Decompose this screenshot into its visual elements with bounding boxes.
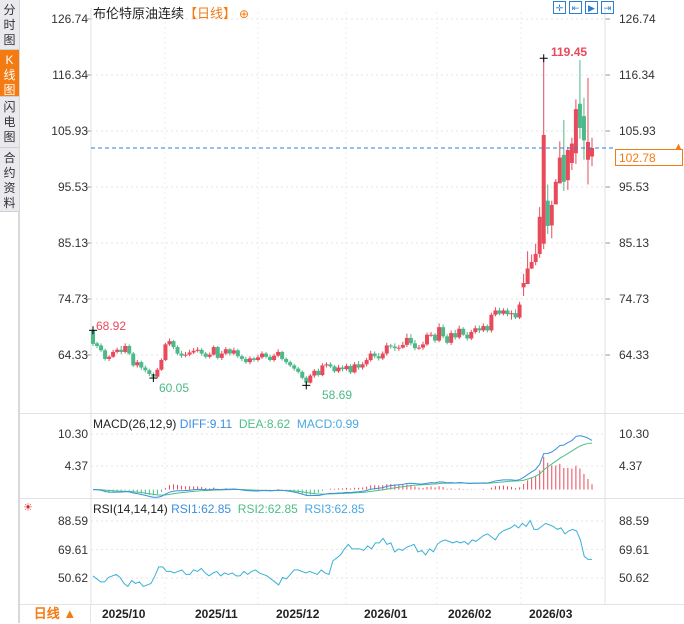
macd-dea: DEA:8.62 — [238, 417, 291, 431]
period-label: 【日线】 — [184, 6, 237, 21]
rsi-label: RSI(14,14,14) — [93, 502, 168, 516]
price-tick-right: 64.33 — [619, 348, 650, 362]
price-tick-left: 64.33 — [57, 348, 88, 362]
low2-annotation: 58.69 — [322, 388, 353, 402]
tab-lightning[interactable]: 闪电图 — [0, 97, 19, 148]
sidebar-blank — [0, 212, 19, 623]
rsi1-value: RSI1:62.85 — [171, 502, 232, 516]
start-price-annotation: 68.92 — [96, 319, 127, 333]
rsi-legend: RSI(14,14,14) RSI1:62.85 RSI2:62.85 RSI3… — [93, 502, 365, 516]
macd-diff: DIFF:9.11 — [179, 417, 233, 431]
price-tick-left: 74.73 — [57, 292, 88, 306]
price-tick-right: 95.53 — [619, 180, 650, 194]
indicator-settings-icon[interactable]: ☀ — [23, 502, 33, 514]
tab-kline[interactable]: K线图 — [0, 50, 19, 97]
rsi3-value: RSI3:62.85 — [304, 502, 365, 516]
go-latest-icon[interactable]: ⇥ — [601, 1, 614, 14]
price-tick-left: 116.34 — [52, 68, 88, 82]
time-axis — [20, 604, 684, 624]
price-tick-right: 74.73 — [619, 292, 650, 306]
tab-kline-label: K线图 — [3, 53, 16, 97]
panel-divider — [20, 413, 684, 414]
tab-contract-info[interactable]: 合约资料 — [0, 148, 19, 212]
price-tick-left: 85.13 — [57, 236, 88, 250]
price-tick-right: 105.93 — [619, 124, 656, 138]
date-label: 2026/01 — [364, 607, 408, 621]
price-tick-left: 105.93 — [51, 124, 88, 138]
rsi-tick-right: 69.61 — [619, 543, 650, 557]
price-tag-arrow-icon: ▲ — [674, 141, 683, 151]
rsi-tick-right: 50.62 — [619, 571, 650, 585]
zoom-range-icon[interactable]: ⇤ — [569, 1, 582, 14]
macd-tick-left: 10.30 — [57, 427, 88, 441]
rsi-tick-left: 88.59 — [57, 514, 88, 528]
date-label: 2025/11 — [195, 607, 238, 621]
high-annotation: 119.45 — [551, 45, 588, 59]
macd-tick-right: 10.30 — [619, 427, 650, 441]
chart-toolbar: ✛ ⇤ ▶ ⇥ — [553, 1, 614, 14]
low1-annotation: 60.05 — [159, 381, 190, 395]
macd-tick-right: 4.37 — [619, 459, 643, 473]
price-tick-left: 126.74 — [51, 12, 88, 26]
add-indicator-icon[interactable]: ⊕ — [239, 7, 250, 21]
chart-title: 布伦特原油连续【日线】 ⊕ — [93, 3, 249, 22]
crosshair-icon[interactable]: ✛ — [553, 1, 566, 14]
tab-lightning-label: 闪电图 — [3, 100, 16, 144]
macd-value: MACD:0.99 — [296, 417, 359, 431]
rsi-tick-left: 69.61 — [57, 543, 88, 557]
price-tick-left: 95.53 — [57, 180, 88, 194]
macd-legend: MACD(26,12,9) DIFF:9.11 DEA:8.62 MACD:0.… — [93, 417, 359, 431]
rsi-tick-left: 50.62 — [57, 571, 88, 585]
date-label: 2026/02 — [448, 607, 492, 621]
last-price-tag: 102.78 — [615, 149, 683, 166]
period-selector-button[interactable]: 日线 ▲ — [20, 605, 91, 623]
date-label: 2025/12 — [276, 607, 320, 621]
tab-timeshare-label: 分时图 — [3, 3, 16, 47]
price-tick-right: 116.34 — [619, 68, 655, 82]
date-label: 2026/03 — [529, 607, 573, 621]
tab-contract-info-label: 合约资料 — [3, 151, 16, 210]
rsi2-value: RSI2:62.85 — [237, 502, 298, 516]
price-tick-right: 85.13 — [619, 236, 650, 250]
macd-label: MACD(26,12,9) — [93, 417, 177, 431]
tab-timeshare[interactable]: 分时图 — [0, 0, 19, 50]
price-tick-right: 126.74 — [619, 12, 656, 26]
panel-divider — [20, 498, 684, 499]
macd-tick-left: 4.37 — [64, 459, 88, 473]
rsi-tick-right: 88.59 — [619, 514, 650, 528]
date-label: 2025/10 — [102, 607, 146, 621]
instrument-name: 布伦特原油连续 — [93, 6, 185, 21]
play-icon[interactable]: ▶ — [585, 1, 598, 14]
